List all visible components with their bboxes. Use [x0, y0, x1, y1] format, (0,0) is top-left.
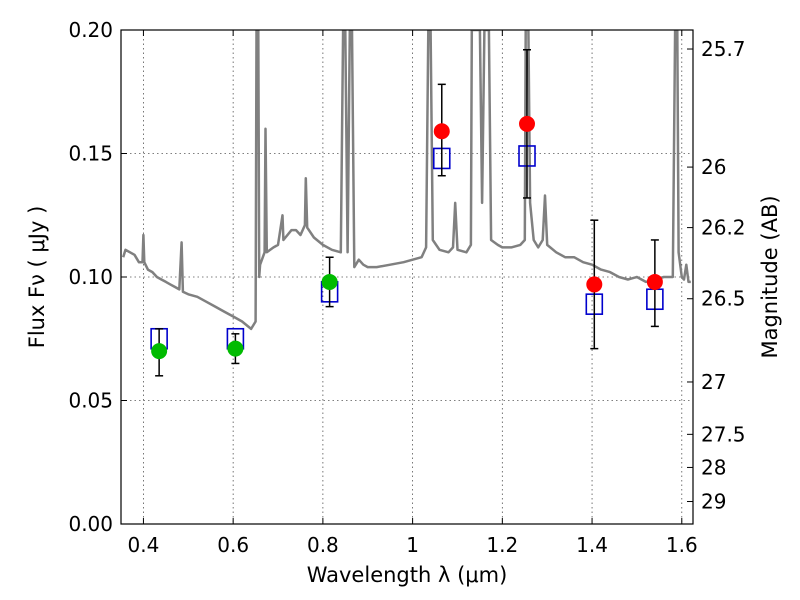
axis-ticks: 0.4 0.6 0.8 1 1.2 1.4 1.6 0.00 0.05 0.10 0.15 0.20 2… [68, 18, 745, 557]
x-tick-label: 1.6 [666, 533, 698, 557]
x-tick-label: 1.4 [576, 533, 608, 557]
data-point-marker [646, 273, 663, 290]
data-point-marker [519, 115, 536, 132]
y2-tick-label: 29 [701, 490, 726, 514]
y2-axis-label: Magnitude (AB) [758, 195, 782, 358]
y2-tick-label: 25.7 [701, 37, 746, 61]
y2-tick-label: 26.5 [701, 287, 746, 311]
x-axis-label: Wavelength λ (μm) [307, 563, 508, 587]
y-tick-label: 0.10 [68, 265, 113, 289]
x-tick-label: 0.8 [307, 533, 339, 557]
y2-tick-label: 27.5 [701, 422, 746, 446]
data-point-marker [321, 273, 338, 290]
y-axis-label: Flux Fν ( μJy ) [25, 206, 49, 349]
x-tick-label: 1.2 [486, 533, 518, 557]
y2-tick-label: 27 [701, 370, 726, 394]
y-tick-label: 0.00 [68, 512, 113, 536]
x-tick-label: 1 [406, 533, 419, 557]
data-point-marker [227, 340, 244, 357]
x-tick-label: 0.6 [217, 533, 249, 557]
y2-tick-label: 28 [701, 455, 726, 479]
y-tick-label: 0.15 [68, 142, 113, 166]
grid-lines [121, 29, 693, 525]
plot-area [122, 30, 691, 377]
data-point-marker [586, 276, 603, 293]
x-tick-label: 0.4 [128, 533, 160, 557]
y2-tick-label: 26 [701, 155, 726, 179]
y2-tick-label: 26.2 [701, 216, 746, 240]
data-point-marker [433, 123, 450, 140]
y-tick-label: 0.20 [68, 18, 113, 42]
y-tick-label: 0.05 [68, 389, 113, 413]
data-point-marker [151, 343, 168, 360]
spectrum-line [122, 30, 691, 331]
